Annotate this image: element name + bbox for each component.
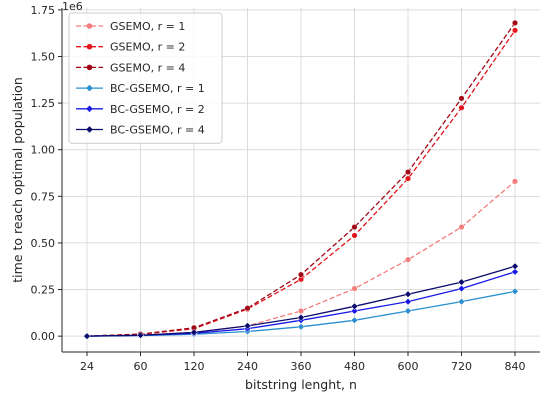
- data-point: [350, 316, 359, 324]
- legend-item: BC-GSEMO, r = 2: [76, 103, 205, 116]
- data-point: [297, 271, 305, 278]
- data-point: [404, 298, 412, 306]
- legend-label: BC-GSEMO, r = 2: [110, 103, 205, 116]
- legend-marker: [86, 126, 93, 133]
- legend-marker: [86, 43, 93, 50]
- x-tick-label: 360: [291, 360, 312, 373]
- legend-label: BC-GSEMO, r = 1: [110, 82, 205, 95]
- data-point: [511, 178, 519, 185]
- data-point: [136, 331, 145, 339]
- data-point: [404, 175, 412, 182]
- data-point: [458, 224, 465, 231]
- data-point: [297, 307, 305, 315]
- data-point: [457, 284, 466, 293]
- data-point: [351, 285, 358, 292]
- data-point: [511, 19, 519, 26]
- legend-marker: [86, 64, 93, 71]
- x-tick-label: 480: [344, 360, 365, 373]
- legend-label: GSEMO, r = 1: [110, 20, 185, 33]
- data-point: [297, 323, 305, 331]
- legend-item: BC-GSEMO, r = 4: [76, 124, 205, 137]
- data-point: [350, 307, 359, 315]
- legend-label: BC-GSEMO, r = 4: [110, 124, 205, 137]
- x-tick-label: 840: [505, 360, 526, 373]
- data-point: [511, 262, 519, 270]
- legend-item: GSEMO, r = 1: [76, 20, 185, 33]
- data-point: [190, 328, 198, 337]
- y-offset-label: 1e6: [62, 0, 83, 13]
- legend-item: GSEMO, r = 4: [76, 61, 185, 74]
- data-point: [297, 313, 305, 322]
- x-tick-label: 60: [134, 360, 148, 373]
- legend-label: GSEMO, r = 2: [110, 41, 185, 54]
- series-line: [83, 262, 519, 340]
- legend-marker: [86, 23, 93, 29]
- data-point: [458, 104, 465, 111]
- series-group: [83, 19, 519, 340]
- legend-marker: [86, 84, 93, 92]
- x-ticks: 24 60 120 240 360 480 600 720 840: [80, 352, 526, 373]
- data-point: [458, 95, 465, 102]
- data-point: [404, 307, 412, 315]
- x-tick-label: 720: [451, 360, 472, 373]
- data-point: [457, 298, 466, 306]
- y-tick-label: 0.00: [31, 330, 56, 343]
- y-ticks: 0.00 0.25 0.50 0.75 1.00 1.25 1.50 1.75: [31, 4, 62, 343]
- y-tick-label: 1.00: [31, 144, 56, 157]
- y-tick-label: 1.50: [31, 50, 56, 63]
- legend-box: [68, 12, 223, 144]
- y-tick-label: 1.75: [31, 4, 56, 17]
- y-axis-title: time to reach optimal population: [10, 77, 25, 282]
- data-point: [404, 169, 412, 176]
- data-point: [511, 268, 519, 276]
- y-tick-label: 1.25: [31, 97, 56, 110]
- x-tick-label: 600: [398, 360, 419, 373]
- legend: GSEMO, r = 1 GSEMO, r = 2 GSEMO, r = 4 BC-G…: [68, 12, 223, 144]
- legend-item: BC-GSEMO, r = 1: [76, 82, 205, 95]
- y-tick-label: 0.75: [31, 190, 56, 203]
- x-tick-label: 120: [184, 360, 205, 373]
- data-point: [511, 27, 519, 34]
- data-point: [404, 256, 412, 263]
- data-point: [350, 302, 359, 310]
- grid-lines: [62, 8, 540, 352]
- y-tick-label: 0.25: [31, 284, 56, 297]
- y-tick-label: 0.50: [31, 237, 56, 250]
- data-point: [243, 322, 252, 330]
- data-point: [457, 278, 466, 286]
- legend-marker: [86, 105, 93, 113]
- data-point: [351, 224, 358, 231]
- data-point: [404, 290, 412, 298]
- x-axis-title: bitstring lenght, n: [245, 377, 357, 392]
- data-point: [244, 305, 251, 312]
- data-point: [511, 287, 519, 296]
- legend-item: GSEMO, r = 2: [76, 41, 185, 54]
- data-point: [83, 332, 91, 340]
- x-tick-label: 24: [80, 360, 94, 373]
- x-tick-label: 240: [237, 360, 258, 373]
- legend-label: GSEMO, r = 4: [110, 61, 185, 74]
- data-point: [351, 232, 358, 239]
